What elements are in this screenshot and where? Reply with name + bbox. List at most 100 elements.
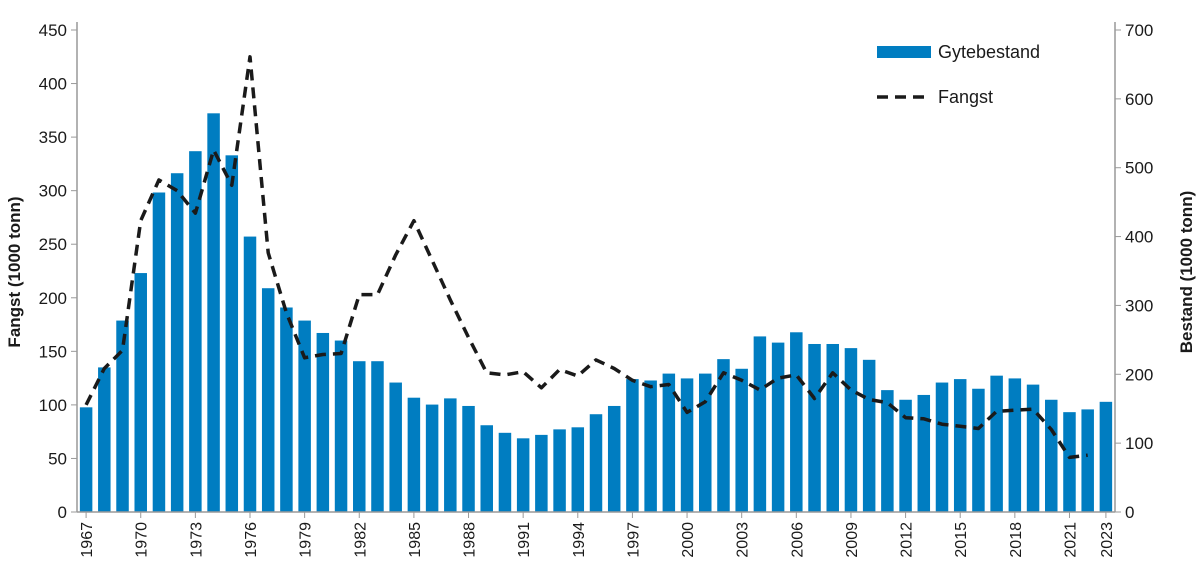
bar-1993 [553,429,566,512]
x-tick-label: 1991 [516,522,533,558]
y2-tick-label: 300 [1125,296,1153,315]
bar-1974 [207,113,220,513]
y2-tick-label: 0 [1125,503,1134,522]
x-tick-label: 1988 [462,522,479,558]
bar-1984 [389,382,402,512]
bar-1981 [334,340,348,512]
fangst-line [84,55,1088,460]
bar-1967 [79,407,93,512]
bar-1986 [425,404,439,512]
y-tick-label: 450 [39,21,67,40]
bar-2018 [1008,378,1022,512]
bar-1979 [298,320,311,512]
bar-1976 [243,236,257,513]
bar-1994 [571,427,585,512]
bar-1996 [607,405,621,512]
bar-2005 [771,342,785,512]
legend: Gytebestand Fangst [877,42,1040,107]
bar-2006 [790,332,803,512]
legend-swatch-gytebestand [877,46,931,58]
x-tick-label: 1973 [188,522,205,558]
bar-1969 [116,320,129,512]
bar-1988 [462,405,475,512]
y-tick-label: 400 [39,75,67,94]
x-tick-label: 1997 [625,522,642,558]
bar-2019 [1026,384,1040,512]
bar-1971 [152,192,166,512]
y-tick-label: 50 [48,449,67,468]
x-tick-label: 2012 [899,522,916,558]
x-tick-label: 2009 [844,522,861,558]
axes: 0 50 100 150 200 250 300 350 400 450 0 100 200 300 400… [39,21,1154,558]
bar-1973 [189,151,202,512]
bar-1995 [589,414,603,512]
bar-2009 [844,348,858,512]
bar-1978 [280,307,293,512]
y-axis-label: Fangst (1000 tonn) [5,196,24,347]
bar-1992 [535,434,548,512]
bar-2001 [699,373,712,512]
x-tick-label: 1982 [352,522,369,558]
x-tick-label: 2000 [680,522,697,558]
y-tick-label: 200 [39,289,67,308]
legend-label-gytebestand: Gytebestand [938,42,1040,62]
bar-series [79,113,1113,513]
bar-2004 [753,336,767,512]
bar-2007 [808,343,821,512]
x-tick-label: 2023 [1099,522,1116,558]
bar-1985 [407,397,421,512]
bar-1999 [662,373,676,512]
bar-2021 [1063,412,1076,512]
legend-label-fangst: Fangst [938,87,993,107]
bar-1972 [170,173,184,513]
y-tick-label: 350 [39,128,67,147]
x-tick-label: 1979 [298,522,315,558]
x-tick-label: 1970 [134,522,151,558]
y2-tick-label: 400 [1125,228,1153,247]
bar-2015 [953,379,967,512]
y2-tick-label: 200 [1125,365,1153,384]
bar-1990 [498,432,512,512]
y-tick-label: 150 [39,342,67,361]
bar-2013 [917,394,931,512]
x-tick-label: 2003 [735,522,752,558]
bar-2020 [1045,399,1058,512]
bar-1968 [98,367,111,512]
y2-tick-label: 100 [1125,434,1153,453]
bar-2011 [881,390,894,512]
bar-1977 [261,288,275,512]
y2-tick-label: 600 [1125,90,1153,109]
y2-tick-label: 500 [1125,159,1153,178]
x-tick-label: 2021 [1062,522,1079,558]
x-tick-label: 1985 [407,522,424,558]
x-tick-label: 1976 [243,522,260,558]
y-tick-label: 300 [39,182,67,201]
bar-1987 [444,398,457,512]
bar-1997 [626,379,639,512]
bar-2003 [735,368,748,512]
bar-1975 [225,155,239,512]
y2-tick-label: 700 [1125,21,1153,40]
bar-2014 [935,382,949,512]
x-tick-label: 2006 [789,522,806,558]
bar-2010 [862,359,876,512]
bar-2012 [899,399,912,512]
bar-2017 [990,375,1003,512]
bar-1991 [516,438,530,512]
x-tick-label: 2018 [1008,522,1025,558]
y-tick-label: 100 [39,396,67,415]
bar-1982 [353,361,366,512]
bar-1980 [316,332,330,512]
y2-axis-label: Bestand (1000 tonn) [1177,191,1196,353]
bar-2022 [1081,409,1094,512]
x-tick-label: 1994 [571,522,588,558]
x-tick-label: 2015 [953,522,970,558]
bar-2000 [680,378,694,512]
y-tick-label: 0 [58,503,67,522]
bar-2023 [1099,401,1113,512]
bar-2002 [717,359,730,512]
x-tick-label: 1967 [79,522,96,558]
y-tick-label: 250 [39,235,67,254]
bar-1983 [371,361,384,512]
